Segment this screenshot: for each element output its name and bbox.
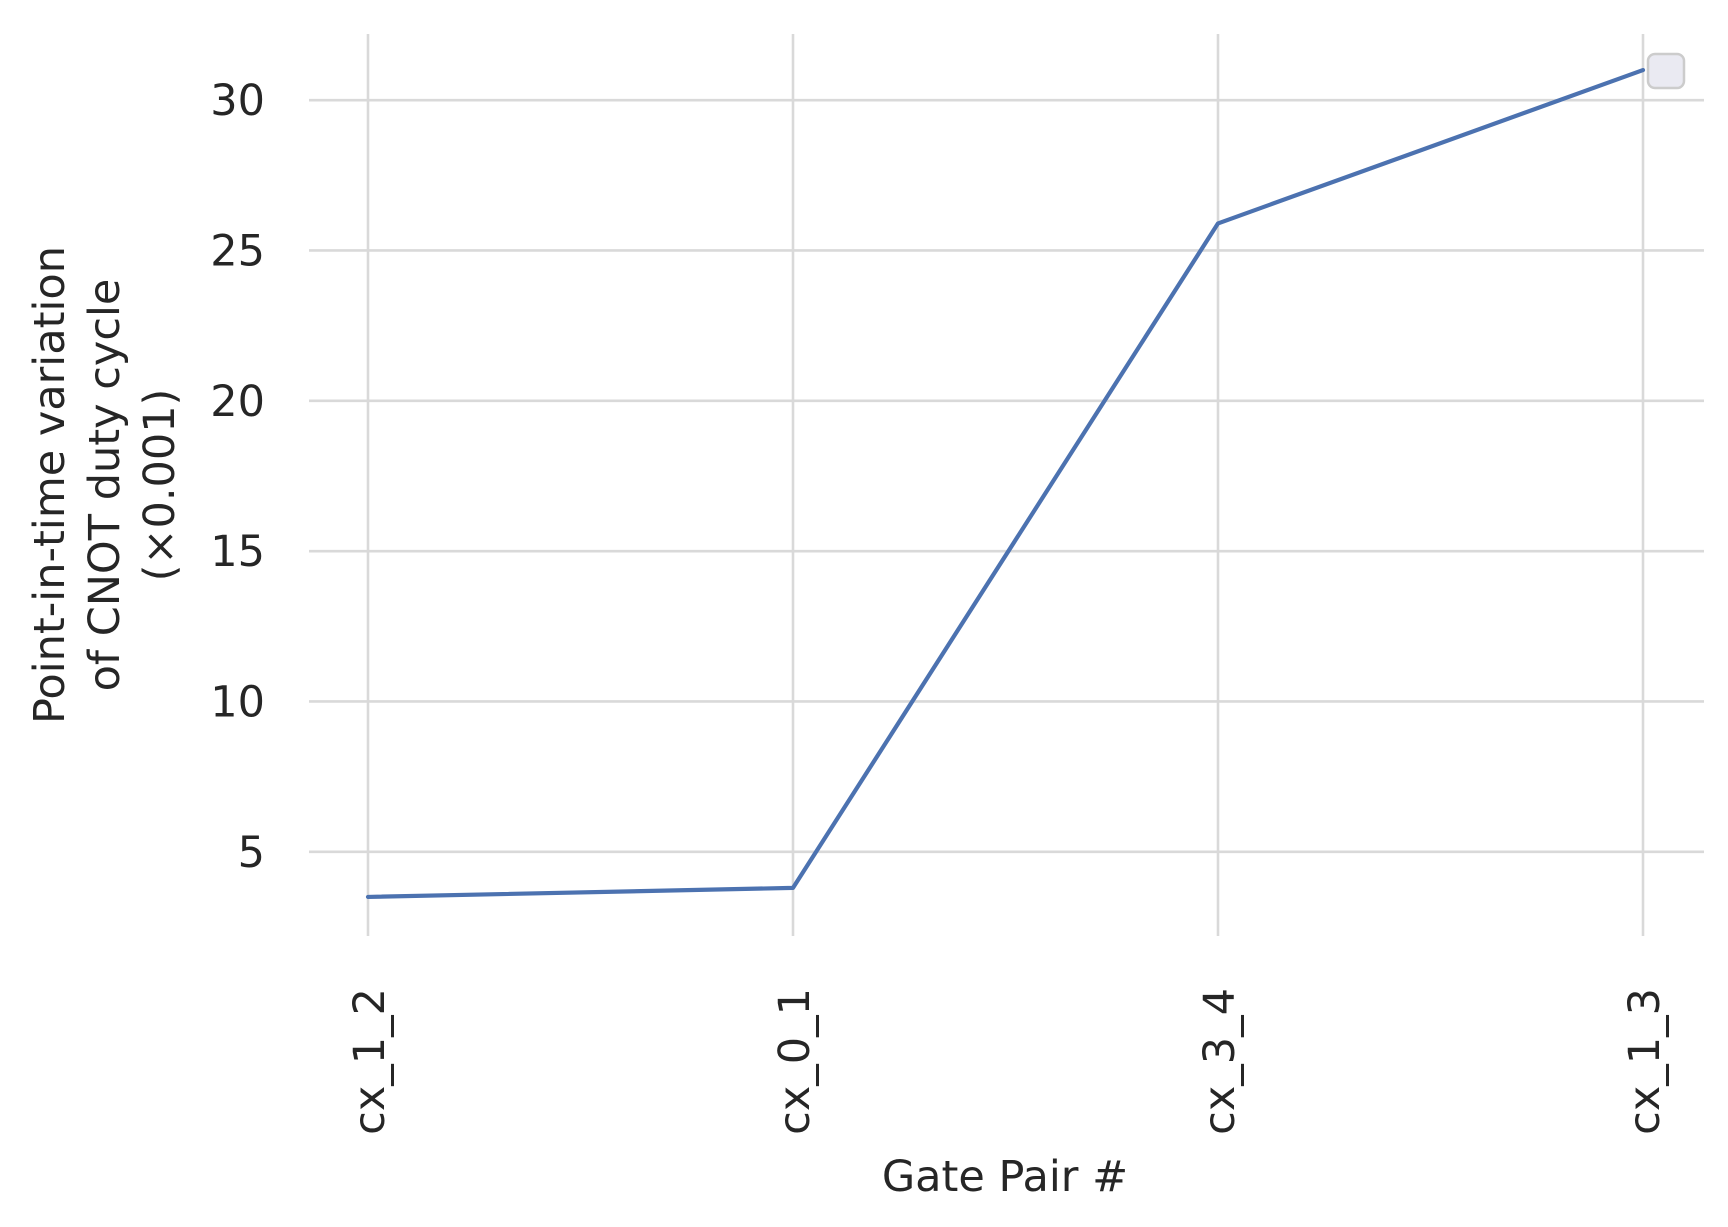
x-tick-label: cx_1_2 <box>345 988 395 1135</box>
legend-box <box>1646 52 1686 90</box>
y-tick-label: 15 <box>210 527 265 577</box>
y-tick-label: 25 <box>210 226 265 276</box>
y-tick-label: 30 <box>210 76 265 126</box>
y-axis-label-line: (×0.001) <box>135 389 185 582</box>
y-tick-labels: 5 10 15 20 25 30 <box>210 76 265 878</box>
y-tick-label: 20 <box>210 377 265 427</box>
y-axis-label: Point-in-time variation of CNOT duty cycl… <box>25 246 185 724</box>
y-axis-label-line: Point-in-time variation <box>25 246 75 724</box>
x-tick-label: cx_1_3 <box>1620 988 1670 1135</box>
grid <box>309 34 1704 936</box>
series-layer <box>365 67 1646 900</box>
x-tick-label: cx_3_4 <box>1195 988 1245 1135</box>
y-tick-label: 5 <box>238 828 265 878</box>
x-tick-labels: cx_1_2 cx_0_1 cx_3_4 cx_1_3 <box>345 988 1670 1135</box>
series-line <box>365 67 1646 900</box>
y-tick-label: 10 <box>210 677 265 727</box>
y-axis-label-line: of CNOT duty cycle <box>80 279 130 692</box>
legend <box>1646 52 1686 90</box>
x-tick-label: cx_0_1 <box>770 988 820 1135</box>
x-axis-label: Gate Pair # <box>882 1152 1128 1202</box>
